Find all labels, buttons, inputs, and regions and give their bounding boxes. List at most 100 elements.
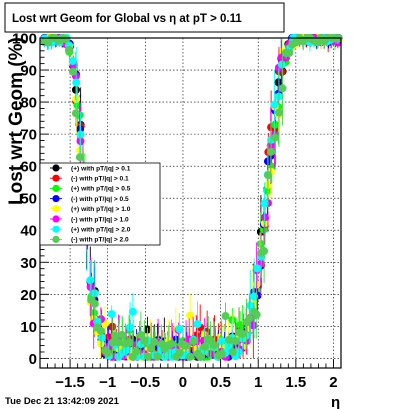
legend: (+) with pT/|q| > 0.1 (-) with pT/|q| > 0… (39, 162, 161, 246)
data-point (72, 78, 81, 87)
legend-entry: (-) with pT/|q| > 0.1 (50, 174, 129, 183)
data-point (231, 336, 240, 345)
y-tick-label: 60 (20, 159, 37, 176)
legend-label: (+) with pT/|q| > 0.5 (71, 186, 131, 193)
data-point (68, 67, 77, 76)
data-point (266, 147, 275, 156)
legend-entry: (-) with pT/|q| > 0.5 (50, 195, 129, 203)
data-point (97, 333, 106, 342)
y-tick-label: 100 (12, 31, 37, 48)
x-tick-label: 0.5 (210, 374, 231, 391)
legend-label: (+) with pT/|q| > 1.0 (71, 206, 131, 213)
y-tick-label: 50 (20, 191, 37, 208)
data-point (167, 339, 176, 348)
y-tick-label: 0 (29, 351, 37, 368)
data-point (260, 199, 269, 208)
x-tick-label: 0 (179, 374, 187, 391)
data-point (196, 352, 205, 361)
data-point (249, 321, 258, 330)
legend-entry: (+) with pT/|q| > 0.1 (50, 164, 131, 172)
legend-marker (52, 195, 60, 203)
data-point (224, 342, 233, 351)
data-point (153, 352, 162, 361)
y-tick-label: 70 (20, 127, 37, 144)
legend-entry: (+) with pT/|q| > 1.0 (50, 205, 131, 213)
data-point (275, 108, 284, 117)
data-point (189, 337, 198, 346)
data-point (252, 310, 261, 319)
y-tick-label: 40 (20, 223, 37, 240)
data-point (107, 310, 116, 319)
legend-marker (52, 164, 60, 172)
data-point (253, 264, 262, 273)
legend-label: (-) with pT/|q| > 1.0 (71, 216, 129, 223)
y-tick-label: 10 (20, 319, 37, 336)
y-tick-label: 20 (20, 287, 37, 304)
data-point (277, 60, 286, 69)
series-8 (40, 34, 343, 361)
data-point (221, 312, 230, 321)
legend-label: (+) with pT/|q| > 0.1 (71, 165, 131, 172)
data-point (128, 307, 137, 316)
data-point (278, 84, 287, 93)
data-point (122, 345, 131, 354)
legend-label: (+) with pT/|q| > 2.0 (71, 227, 131, 234)
legend-label: (-) with pT/|q| > 0.1 (71, 176, 129, 183)
axes: −1.5 −1 −0.5 0 0.5 1 1.5 2010203040506070809010… (12, 31, 342, 391)
data-point (114, 338, 123, 347)
data-point (186, 352, 195, 361)
data-point (118, 330, 127, 339)
legend-entry: (+) with pT/|q| > 0.5 (50, 184, 131, 193)
y-tick-label: 90 (20, 63, 37, 80)
data-point (68, 57, 77, 66)
timestamp: Tue Dec 21 13:42:09 2021 (5, 396, 120, 407)
legend-marker (52, 225, 60, 233)
legend-entry: (-) with pT/|q| > 2.0 (50, 235, 129, 244)
legend-box (39, 162, 161, 246)
legend-marker (52, 184, 60, 192)
data-point (238, 329, 247, 338)
x-tick-label: 1.5 (285, 374, 306, 391)
data-point (250, 292, 259, 301)
data-point (86, 276, 95, 285)
data-point (260, 247, 269, 256)
data-point (228, 348, 237, 357)
x-tick-label: 1 (254, 374, 262, 391)
data-point (270, 100, 279, 109)
x-tick-label: −0.5 (131, 374, 161, 391)
data-point (224, 335, 233, 344)
data-point (96, 326, 105, 335)
data-point (193, 320, 202, 329)
x-tick-label: 2 (329, 374, 337, 391)
data-point (200, 342, 209, 351)
data-point (186, 311, 195, 320)
data-point (71, 109, 80, 118)
x-axis-title: η (331, 394, 340, 409)
data-point (132, 347, 141, 356)
legend-entry: (-) with pT/|q| > 1.0 (50, 215, 129, 223)
data-point (75, 153, 84, 162)
data-point (125, 338, 134, 347)
data-point (126, 323, 135, 332)
data-point (150, 337, 159, 346)
legend-marker (52, 174, 60, 182)
y-tick-label: 30 (20, 255, 37, 272)
data-point (264, 171, 273, 180)
y-tick-label: 80 (20, 95, 37, 112)
y-axis-title: Lost wrt Geom (%) (6, 37, 27, 205)
data-point (103, 349, 112, 358)
data-point (140, 336, 149, 345)
legend-label: (-) with pT/|q| > 2.0 (71, 237, 129, 244)
title-box: Lost wrt Geom for Global vs η at pT > 0.… (4, 2, 285, 33)
data-point (271, 133, 280, 142)
data-point (76, 130, 85, 139)
data-point (110, 331, 119, 340)
legend-entry: (+) with pT/|q| > 2.0 (50, 225, 131, 234)
legend-marker (52, 235, 60, 243)
legend-label: (-) with pT/|q| > 0.5 (71, 196, 129, 203)
data-point (246, 301, 255, 310)
data-point (175, 348, 184, 357)
data-point (65, 46, 74, 55)
legend-marker (52, 205, 60, 213)
